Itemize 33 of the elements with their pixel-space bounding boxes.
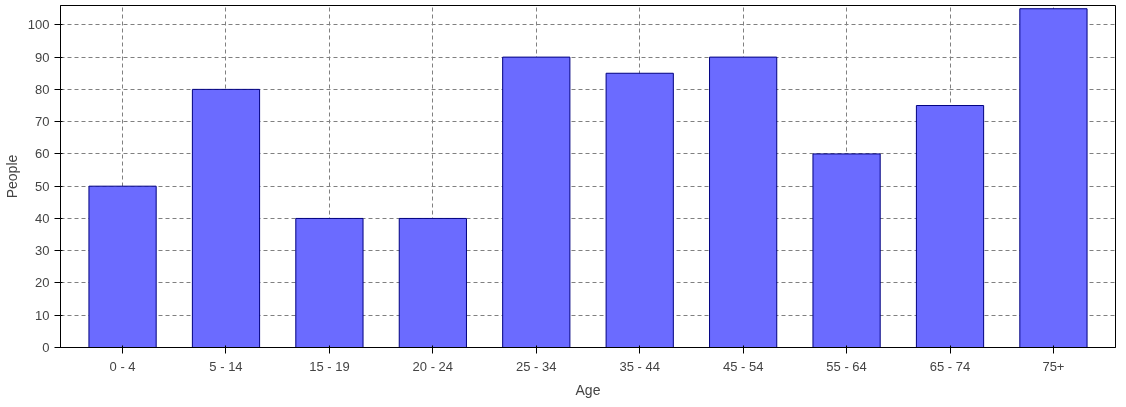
bar	[502, 56, 571, 348]
x-tick-label: 75+	[1042, 358, 1065, 374]
bar	[605, 72, 674, 348]
y-tick-label: 70	[35, 114, 50, 130]
y-tick-label: 90	[35, 49, 50, 65]
x-tick-label: 35 - 44	[619, 358, 660, 374]
y-tick-label: 60	[35, 146, 50, 162]
x-tick-label: 45 - 54	[722, 358, 764, 374]
bar	[812, 153, 881, 348]
bar	[295, 217, 364, 348]
x-tick-label: 0 - 4	[109, 358, 136, 374]
x-tick-label: 5 - 14	[209, 358, 243, 374]
x-tick-label: 65 - 74	[929, 358, 971, 374]
bar	[88, 185, 157, 348]
bar	[709, 56, 778, 348]
y-tick-label: 50	[35, 178, 50, 194]
bar	[1019, 8, 1088, 348]
y-tick-label: 80	[35, 81, 50, 97]
y-axis-title: People	[3, 154, 20, 199]
x-tick-label: 55 - 64	[826, 358, 867, 374]
y-tick-label: 20	[35, 275, 50, 291]
x-tick-label: 25 - 34	[516, 358, 557, 374]
x-axis-title: Age	[575, 381, 601, 398]
x-tick-label: 15 - 19	[309, 358, 350, 374]
y-tick-label: 0	[42, 340, 50, 355]
x-tick-label: 20 - 24	[412, 358, 454, 374]
bar	[915, 105, 985, 348]
bar	[191, 88, 261, 348]
y-tick-label: 40	[35, 210, 50, 226]
y-tick-label: 100	[27, 17, 50, 33]
bar	[398, 217, 467, 348]
y-tick-label: 10	[35, 307, 50, 323]
y-tick-label: 30	[35, 243, 50, 259]
